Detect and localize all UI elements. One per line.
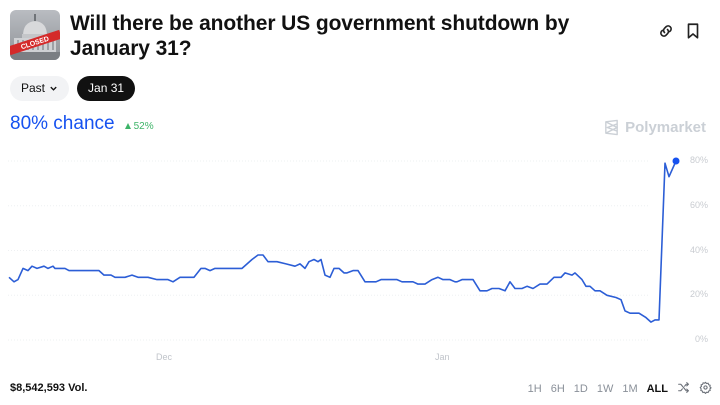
gear-icon — [699, 381, 712, 395]
x-tick-label: Dec — [156, 352, 173, 362]
capitol-closed-image: CLOSED — [10, 10, 60, 60]
volume-text: $8,542,593 Vol. — [10, 382, 88, 394]
price-chart[interactable] — [0, 150, 720, 350]
brand-name: Polymarket — [625, 119, 706, 136]
up-triangle-icon — [124, 123, 131, 129]
range-1m[interactable]: 1M — [622, 383, 638, 395]
copy-link-button[interactable] — [657, 22, 675, 40]
y-tick-label: 0% — [694, 334, 708, 344]
y-tick-label: 40% — [689, 244, 708, 255]
link-icon — [660, 25, 672, 37]
polymarket-logo-icon — [605, 119, 618, 136]
delta-value: 52% — [133, 120, 154, 132]
shuffle-button[interactable] — [677, 381, 690, 397]
x-tick-label: Jan — [435, 352, 450, 362]
market-thumbnail: CLOSED — [10, 10, 60, 60]
chance-delta: 52% — [124, 120, 154, 132]
price-line — [8, 160, 677, 323]
chart-canvas[interactable] — [0, 150, 720, 350]
time-range-selector: 1H 6H 1D 1W 1M ALL — [528, 381, 712, 397]
market-header: CLOSED Will there be another US governme… — [10, 10, 710, 60]
probability-row: 80% chance 52% — [10, 113, 154, 135]
current-value-dot — [672, 157, 680, 165]
chevron-down-icon — [50, 86, 57, 91]
y-tick-label: 80% — [689, 155, 708, 165]
chance-value: 80% chance — [10, 113, 115, 134]
date-pill-jan-31[interactable]: Jan 31 — [77, 76, 136, 101]
chart-settings-button[interactable] — [699, 381, 712, 397]
bookmark-icon — [687, 23, 699, 39]
y-tick-label: 60% — [689, 199, 708, 210]
range-1d[interactable]: 1D — [573, 383, 588, 395]
date-pill-label: Jan 31 — [88, 81, 125, 95]
past-label: Past — [21, 81, 46, 95]
past-dropdown-button[interactable]: Past — [10, 76, 70, 101]
range-6h[interactable]: 6H — [550, 383, 565, 395]
range-1h[interactable]: 1H — [527, 383, 542, 395]
polymarket-watermark: Polymarket — [603, 119, 706, 136]
shuffle-icon — [678, 382, 689, 393]
bookmark-button[interactable] — [684, 22, 702, 40]
y-tick-label: 20% — [689, 289, 708, 300]
date-selector: Past Jan 31 — [10, 76, 136, 101]
market-title: Will there be another US government shut… — [70, 12, 570, 60]
range-1w[interactable]: 1W — [596, 383, 614, 395]
range-all[interactable]: ALL — [646, 383, 668, 395]
